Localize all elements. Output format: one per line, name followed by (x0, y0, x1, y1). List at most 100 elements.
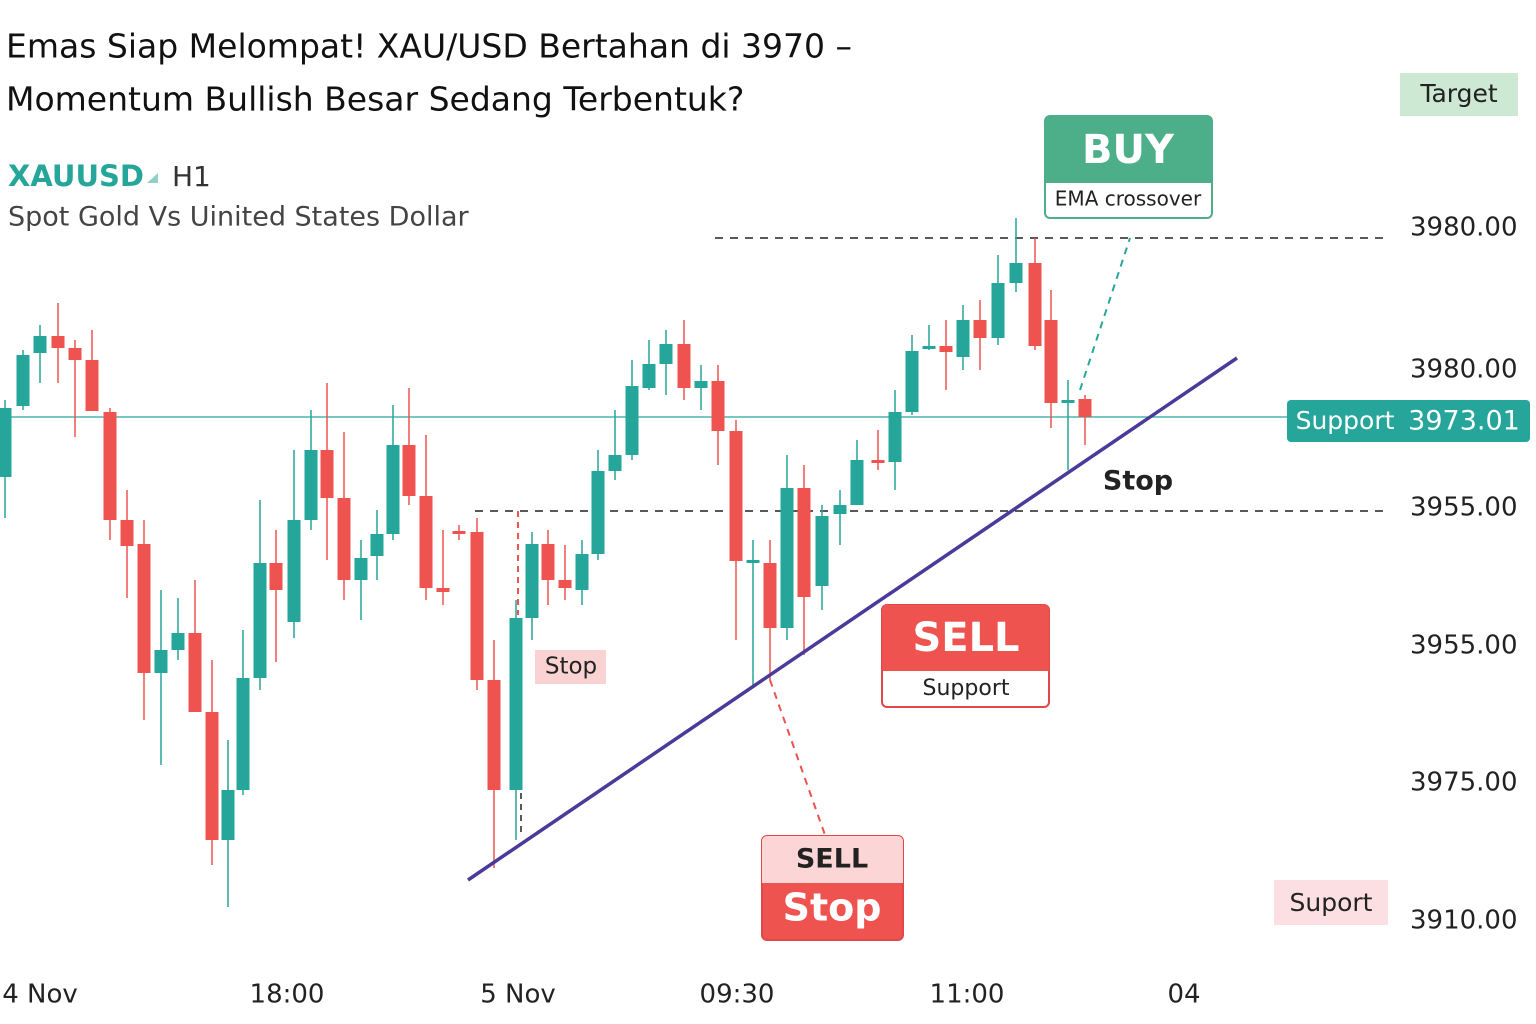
support-badge (1287, 400, 1530, 442)
candle (642, 340, 656, 390)
candle (711, 365, 725, 465)
candle (973, 300, 987, 370)
candle-body (956, 320, 970, 357)
candle (625, 360, 639, 460)
time-label: 18:00 (250, 980, 325, 1010)
price-label: 3980.00 (1410, 213, 1518, 243)
candle-body (188, 633, 202, 712)
candle (591, 450, 605, 560)
candle (888, 390, 902, 490)
candle-body (797, 488, 811, 597)
target-box (1400, 73, 1518, 116)
candle (746, 540, 760, 685)
candle-body (1061, 400, 1075, 403)
candle-body (677, 344, 691, 388)
candle-body (120, 520, 134, 546)
candle-body (575, 554, 589, 590)
candle (797, 465, 811, 655)
candle-body (487, 680, 501, 790)
suport-box (1274, 880, 1388, 925)
description: Spot Gold Vs Uinited States Dollar (8, 202, 470, 233)
candle (850, 440, 864, 505)
candle (103, 408, 117, 540)
candle-body (541, 544, 555, 580)
candle-body (625, 386, 639, 455)
time-label: 5 Nov (480, 980, 556, 1010)
candle (402, 388, 416, 505)
trendline (467, 356, 1238, 882)
candle (1028, 238, 1042, 350)
candle-body (85, 360, 99, 411)
candle-body (591, 471, 605, 554)
candle-body (608, 455, 622, 471)
candle-body (154, 650, 168, 673)
axes: 3980.00 3980.00 3955.00 3955.00 3975.00 3910.… (2, 213, 1517, 1010)
title-line: Momentum Bullish Besar Sedang Terbentuk? (6, 80, 744, 119)
candle (833, 490, 847, 545)
candle (33, 325, 47, 383)
candle-body (68, 348, 82, 360)
candle (154, 590, 168, 765)
timeframe: H1 (172, 160, 211, 193)
candle-body (402, 445, 416, 496)
candle (1078, 395, 1092, 445)
candle (991, 255, 1005, 345)
candle-body (269, 563, 283, 590)
candle (51, 303, 65, 383)
candle-body (16, 355, 30, 406)
candle-body (850, 460, 864, 505)
candle-body (888, 412, 902, 462)
sell-header (882, 605, 1049, 671)
candle-body (991, 283, 1005, 338)
candle (452, 525, 466, 540)
candle-body (436, 588, 450, 592)
dashed-stop (769, 679, 826, 836)
candle-body (763, 563, 777, 628)
stop-box (535, 650, 606, 684)
candle (436, 530, 450, 605)
candle-body (137, 544, 151, 673)
candle-body (509, 618, 523, 790)
candle-body (386, 445, 400, 534)
candle-body (558, 580, 572, 588)
candle (137, 520, 151, 720)
time-label: 09:30 (700, 980, 775, 1010)
candle (558, 545, 572, 600)
candle (659, 330, 673, 395)
candle-body (419, 496, 433, 588)
candle (221, 740, 235, 907)
candle (905, 335, 919, 415)
candles (0, 218, 1092, 907)
sell-label: SELL (912, 615, 1019, 661)
candle-body (236, 678, 250, 790)
candle-body (354, 558, 368, 580)
candle-body (922, 346, 936, 349)
candle (236, 630, 250, 795)
candle-body (304, 450, 318, 520)
price-label: 3955.00 (1410, 493, 1518, 523)
stop-label: Stop (1103, 466, 1173, 497)
time-label: 04 (1167, 980, 1200, 1010)
candle-body (939, 346, 953, 352)
candle (354, 540, 368, 620)
candle (763, 540, 777, 680)
candle (120, 490, 134, 598)
candle-body (337, 498, 351, 580)
candle-body (659, 344, 673, 364)
candle (470, 518, 484, 690)
candle (575, 540, 589, 605)
candle (815, 505, 829, 610)
candle-body (746, 560, 760, 563)
candle-body (729, 431, 743, 561)
candle (608, 410, 622, 480)
target-label: Target (1419, 79, 1498, 108)
candle-body (525, 544, 539, 618)
candle-body (0, 408, 12, 477)
candle (68, 340, 82, 437)
sell-stop-bottom: Stop (783, 886, 882, 930)
support-badge-price: 3973.01 (1408, 406, 1520, 437)
candle (269, 530, 283, 662)
candle (320, 383, 334, 560)
price-label: 3975.00 (1410, 768, 1518, 798)
